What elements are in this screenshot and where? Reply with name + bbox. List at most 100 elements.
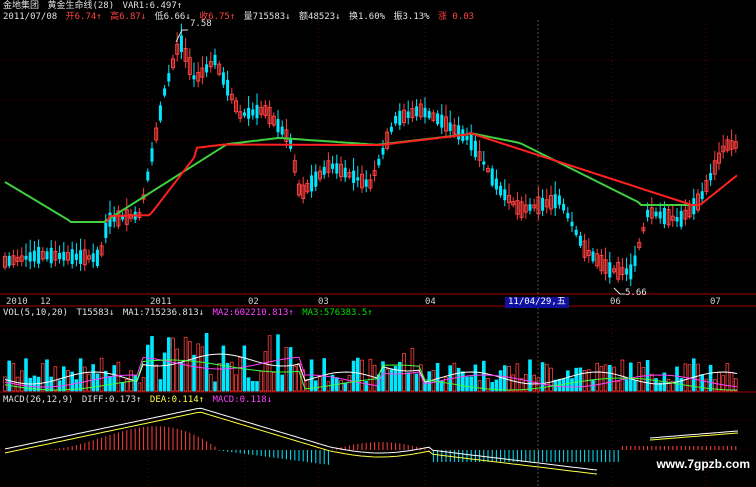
volume-bar — [452, 362, 457, 392]
candle-body-up — [200, 67, 205, 78]
volume-bar — [540, 362, 545, 392]
volume-bar — [675, 366, 679, 392]
candle-body-up — [712, 160, 717, 175]
volume-bar — [208, 374, 213, 392]
candle-body-down — [457, 125, 461, 140]
volume-bar — [481, 360, 486, 392]
volume-bar — [616, 381, 620, 392]
macd-histogram — [42, 426, 737, 465]
candle-body-down — [289, 137, 293, 149]
volume-bar — [524, 374, 528, 392]
volume-bar — [435, 362, 440, 392]
high-price: 高6.87↓ — [110, 12, 147, 22]
candle-body-down — [226, 79, 230, 96]
candle-body-down — [499, 185, 503, 196]
volume-bar — [28, 377, 32, 392]
volume-bar — [183, 336, 188, 392]
candle-body-up — [87, 255, 91, 260]
candle-body-down — [503, 189, 507, 201]
candle-body-down — [62, 251, 66, 261]
candle-body-up — [372, 170, 377, 177]
candle-body-down — [406, 111, 410, 118]
volume-bar — [713, 379, 717, 392]
volume-bar — [204, 333, 209, 392]
candle-body-up — [620, 267, 625, 276]
volume-bar — [125, 378, 129, 392]
candle-body-up — [486, 167, 490, 173]
candle-body-down — [255, 105, 259, 119]
volume-bar — [87, 373, 91, 392]
candle-body-up — [99, 245, 104, 256]
volume-bar — [717, 372, 721, 392]
candle-body-down — [192, 75, 196, 80]
volume-bar — [364, 381, 368, 392]
macd-line — [4, 411, 598, 475]
low-marker — [613, 287, 625, 295]
volume-ma-line — [4, 353, 738, 385]
volume-bar — [347, 374, 352, 392]
volume-bar — [284, 347, 289, 392]
candle-body-up — [124, 209, 129, 225]
volume-bar — [246, 377, 251, 392]
volume-bar — [578, 367, 583, 392]
candle-body-down — [352, 170, 356, 183]
candle-body-down — [37, 246, 41, 264]
volume-bar — [238, 357, 243, 392]
volume-bar — [666, 378, 671, 392]
candle-body-up — [116, 210, 121, 227]
volume-bar — [545, 363, 549, 392]
candle-body-down — [566, 212, 570, 219]
candle-body-up — [318, 170, 322, 180]
candle-body-down — [427, 111, 431, 119]
volume-bar — [734, 378, 738, 392]
volume-bar — [70, 371, 75, 392]
candle-body-up — [53, 250, 58, 261]
volume-bar — [566, 370, 570, 392]
candle-body-up — [229, 93, 234, 101]
volume-bar — [234, 374, 238, 392]
volume-bar — [280, 374, 284, 392]
stock-name: 金地集团 — [3, 1, 40, 11]
x-label-2010: 2010 — [6, 297, 28, 307]
volume-bar — [536, 377, 541, 392]
volume-bar — [145, 344, 150, 392]
candle-body-up — [683, 209, 688, 220]
candle-body-down — [570, 221, 574, 227]
volume-bar — [729, 372, 734, 392]
candle-body-up — [586, 250, 591, 257]
candle-body-up — [603, 259, 608, 274]
volume-bar — [708, 364, 713, 392]
volume-bar — [519, 378, 524, 392]
candle-body-up — [717, 152, 721, 164]
candle-body-up — [154, 127, 159, 141]
candle-body-down — [247, 107, 251, 119]
candle-body-up — [196, 72, 201, 82]
volume-bar — [650, 373, 654, 392]
var1-value: VAR1:6.497↑ — [122, 1, 183, 11]
candle-body-down — [70, 249, 74, 264]
volume-bar — [62, 366, 66, 392]
macd-dea: DEA:0.114↑ — [149, 395, 205, 405]
candle-body-up — [339, 163, 343, 178]
volume-bar — [318, 376, 322, 392]
price-header-line1: 金地集团 黄金生命线(28) VAR1:6.497↑ — [3, 1, 185, 12]
candle-body-down — [541, 197, 545, 211]
candle-body-down — [167, 73, 171, 82]
candle-body-down — [364, 179, 368, 187]
candle-body-down — [377, 158, 381, 166]
candle-body-down — [28, 252, 32, 262]
candle-body-down — [692, 198, 696, 215]
candle-body-down — [608, 262, 612, 278]
close-price: 收6.75↑ — [199, 12, 236, 22]
candle-body-up — [721, 145, 726, 153]
volume-bar — [83, 366, 87, 392]
candle-body-up — [666, 209, 671, 226]
candle-body-up — [238, 111, 243, 119]
volume-ma-line — [4, 356, 738, 388]
candle-body-up — [477, 151, 482, 161]
volume-bar — [460, 371, 465, 392]
candle-body-down — [310, 175, 314, 192]
x-label-03: 03 — [318, 297, 329, 307]
volume-bar — [372, 364, 377, 392]
